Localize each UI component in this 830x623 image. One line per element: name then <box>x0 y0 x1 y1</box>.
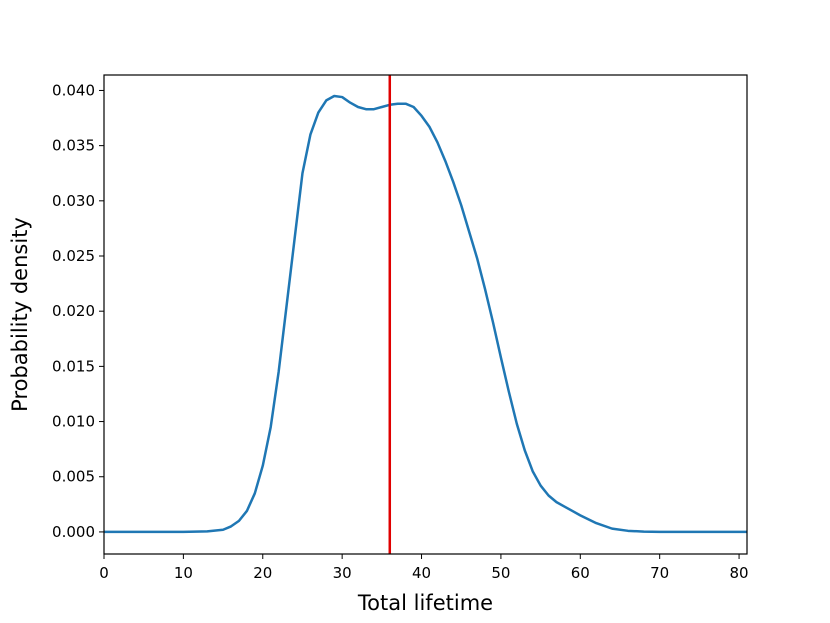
x-axis-ticks: 0 10 20 30 40 50 60 70 80 <box>99 554 749 582</box>
x-tick-label: 50 <box>491 564 510 582</box>
x-tick-label: 20 <box>253 564 272 582</box>
x-tick-label: 40 <box>412 564 431 582</box>
y-tick-label: 0.025 <box>52 247 95 265</box>
y-tick-label: 0.010 <box>52 413 95 431</box>
y-tick-label: 0.000 <box>52 523 95 541</box>
y-tick-label: 0.030 <box>52 192 95 210</box>
x-tick-label: 60 <box>571 564 590 582</box>
x-tick-label: 30 <box>333 564 352 582</box>
y-tick-label: 0.035 <box>52 137 95 155</box>
y-axis-ticks: 0.000 0.005 0.010 0.015 0.020 0.025 0.030 0.035… <box>52 81 104 541</box>
x-tick-label: 80 <box>730 564 749 582</box>
y-tick-label: 0.005 <box>52 468 95 486</box>
plot-area <box>104 75 747 554</box>
axes-frame <box>103 74 748 555</box>
y-tick-label: 0.040 <box>52 81 95 99</box>
x-axis-title: Total lifetime <box>357 591 493 615</box>
y-axis-title: Probability density <box>8 217 32 412</box>
plot-content <box>104 75 747 554</box>
y-tick-label: 0.015 <box>52 357 95 375</box>
density-curve <box>104 94 747 534</box>
x-tick-label: 70 <box>650 564 669 582</box>
x-tick-label: 10 <box>174 564 193 582</box>
y-tick-label: 0.020 <box>52 302 95 320</box>
x-tick-label: 0 <box>99 564 109 582</box>
